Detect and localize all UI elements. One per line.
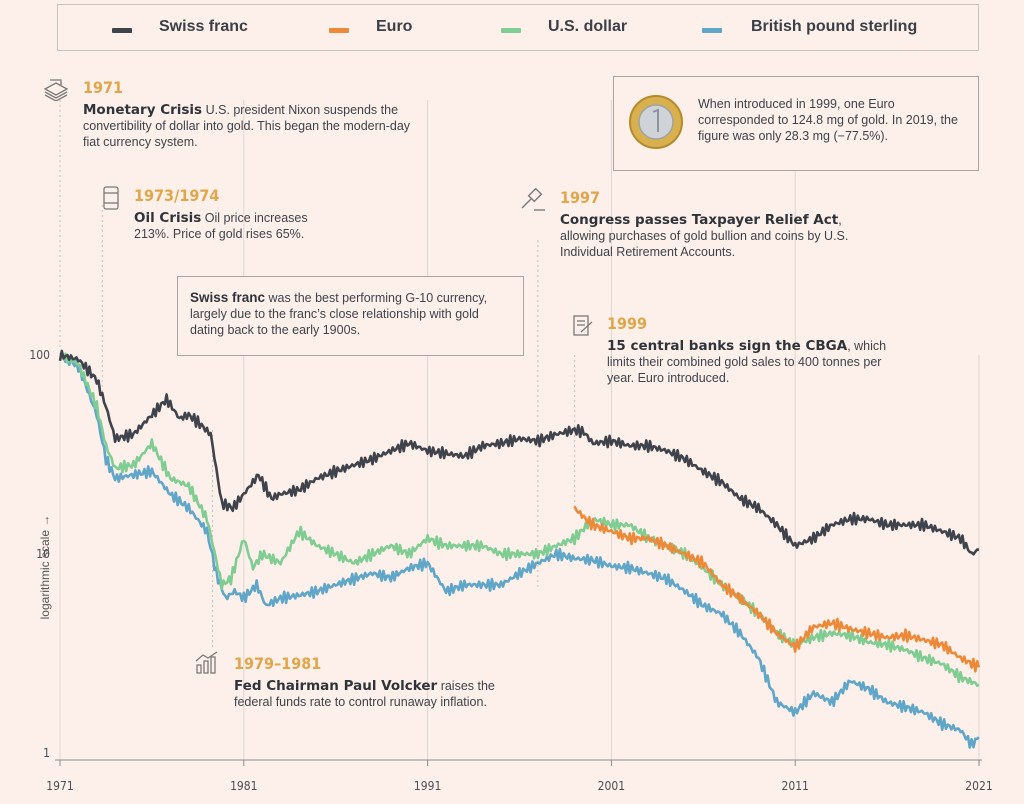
series-lines: [58, 349, 981, 749]
money-stack-icon: [43, 79, 69, 101]
annotation-1971-text: U.S. president Nixon suspends the conver…: [83, 103, 411, 149]
annotation-1997: 1997 Congress passes Taxpayer Relief Act…: [560, 190, 850, 260]
legend-swatch-euro: [329, 28, 349, 33]
annotation-1979-text: raises the federal funds rate to control…: [234, 679, 495, 709]
annotation-1971-year: 1971: [83, 78, 124, 97]
x-tick-label-1991: 1991: [414, 779, 441, 793]
legend-label-swiss-franc: Swiss franc: [159, 18, 248, 35]
euro-coin-icon: [629, 95, 683, 149]
legend-swatch-us-dollar: [501, 28, 521, 33]
series-line-euro: [573, 505, 981, 673]
legend: Swiss franc Euro U.S. dollar British pou…: [57, 4, 979, 51]
legend-swatch-british-pound: [702, 28, 722, 33]
annotation-1973-head: Oil Crisis: [134, 210, 202, 226]
series-line-swiss-franc: [58, 349, 980, 556]
euro-coin-callout-text: When introduced in 1999, one Euro corres…: [698, 97, 958, 143]
swiss-franc-callout-text: was the best performing G-10 currency, l…: [190, 291, 488, 337]
annotation-1973-text: Oil price increases 213%. Price of gold …: [134, 211, 308, 241]
rising-chart-icon: [195, 651, 218, 674]
gavel-icon: [521, 188, 545, 211]
annotation-1979: 1979–1981 Fed Chairman Paul Volcker rais…: [234, 656, 524, 710]
annotation-1971: 1971 Monetary Crisis U.S. president Nixo…: [83, 80, 413, 150]
annotation-1973: 1973/1974 Oil Crisis Oil price increases…: [134, 188, 339, 242]
annotation-1973-year: 1973/1974: [134, 186, 220, 205]
series-line-u-s-dollar: [58, 352, 980, 687]
x-tick-label-2011: 2011: [781, 779, 808, 793]
legend-label-euro: Euro: [376, 18, 413, 35]
legend-label-us-dollar: U.S. dollar: [548, 18, 628, 35]
annotation-1979-head: Fed Chairman Paul Volcker: [234, 678, 438, 694]
grid-lines: [59, 100, 980, 760]
y-tick-label-1: 1: [43, 746, 50, 760]
annotation-1997-head: Congress passes Taxpayer Relief Act: [560, 212, 839, 228]
annotation-1999-year: 1999: [607, 314, 648, 333]
annotation-1997-text: , allowing purchases of gold bullion and…: [560, 213, 849, 259]
x-tick-label-1971: 1971: [46, 779, 73, 793]
y-tick-label-100: 100: [29, 348, 50, 362]
y-axis-label: logarithmic scale →: [38, 514, 52, 620]
annotation-1979-year: 1979–1981: [234, 654, 322, 673]
signed-document-icon: [573, 315, 593, 336]
y-tick-label-10: 10: [36, 547, 50, 561]
annotation-guides: [59, 100, 576, 650]
swiss-franc-callout: Swiss franc was the best performing G-10…: [177, 276, 524, 356]
axis-ticks: 1971 1981 1991 2001 2011 2021 1 10 100: [29, 348, 992, 793]
swiss-franc-callout-head: Swiss franc: [190, 290, 266, 305]
legend-label-british-pound: British pound sterling: [751, 18, 918, 35]
x-tick-label-2001: 2001: [598, 779, 625, 793]
oil-barrel-icon: [103, 186, 119, 210]
annotation-1999: 1999 15 central banks sign the CBGA, whi…: [607, 316, 887, 386]
annotation-1971-head: Monetary Crisis: [83, 102, 203, 118]
series-line-british-pound-sterling: [59, 353, 980, 749]
x-tick-label-2021: 2021: [965, 779, 992, 793]
annotation-1999-head: 15 central banks sign the CBGA: [607, 338, 848, 354]
x-tick-label-1981: 1981: [230, 779, 257, 793]
annotation-1997-year: 1997: [560, 188, 601, 207]
annotation-1999-text: , which limits their combined gold sales…: [607, 339, 887, 385]
legend-swatch-swiss-franc: [112, 28, 132, 33]
